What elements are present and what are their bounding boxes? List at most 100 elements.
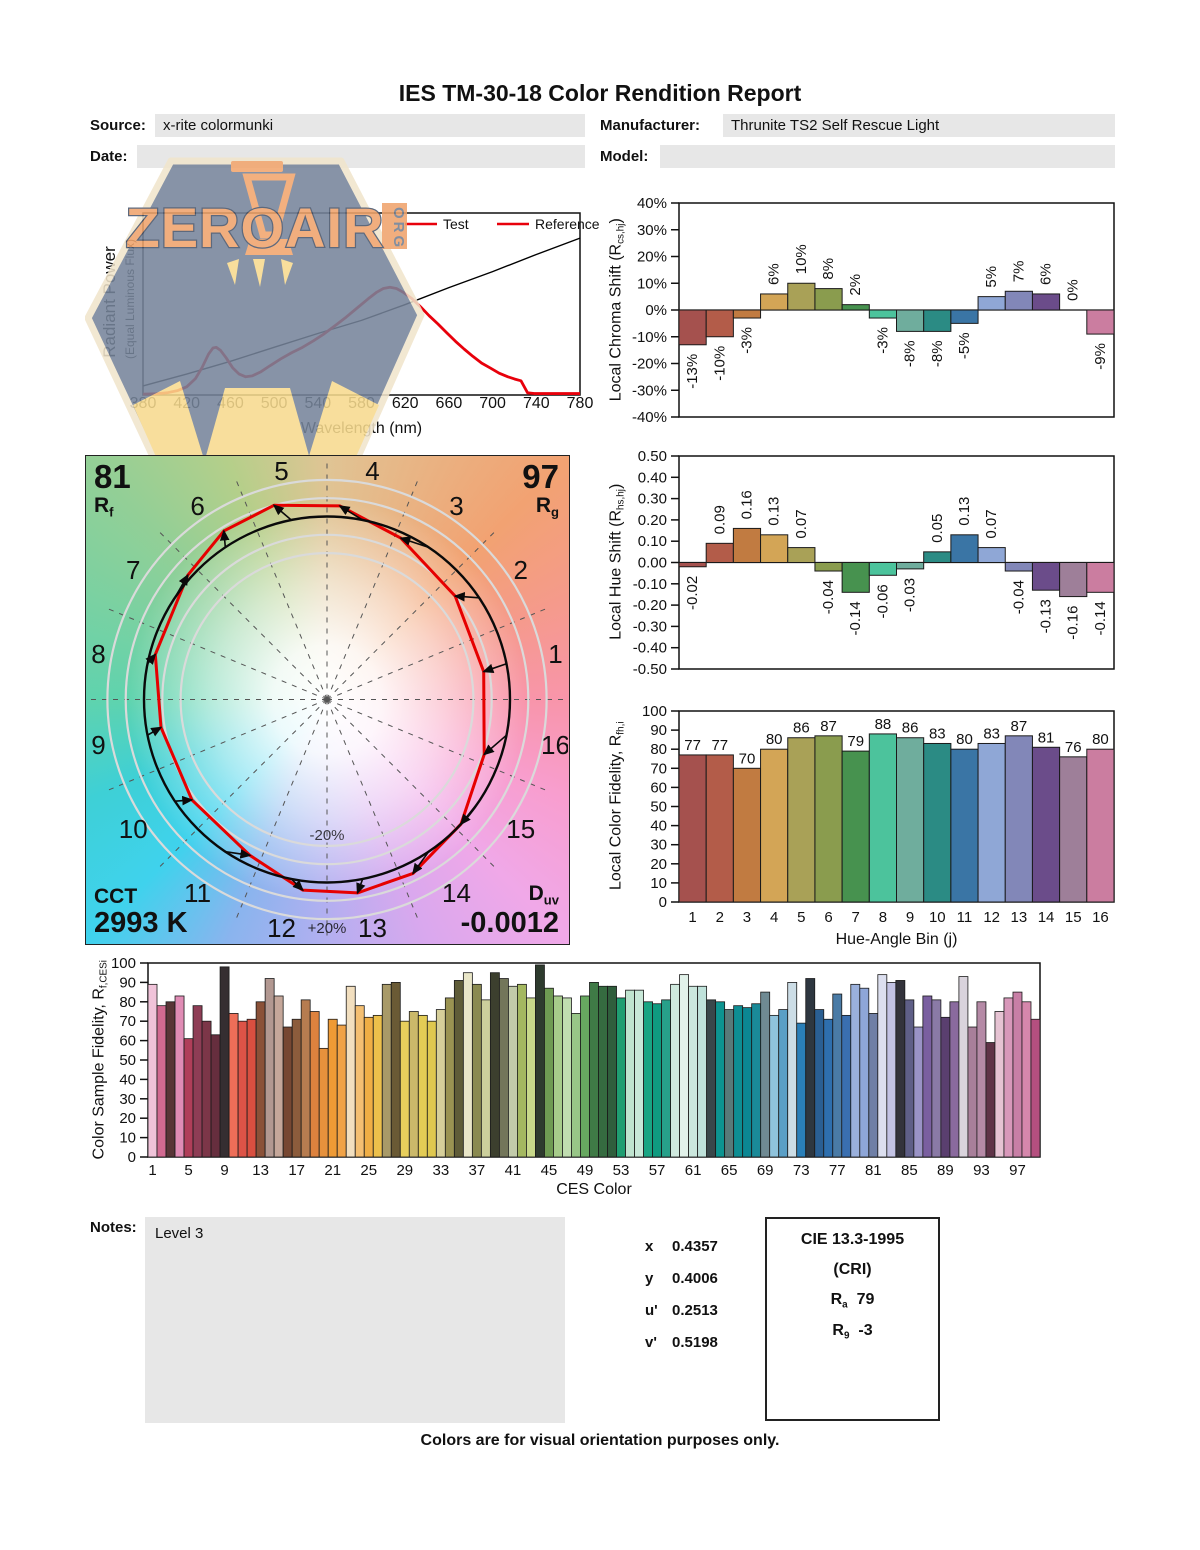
bar-value-label: -0.04 [820, 580, 837, 614]
bar [787, 547, 816, 563]
bar-value-label: 2% [847, 274, 864, 296]
page-title: IES TM-30-18 Color Rendition Report [398, 80, 802, 106]
bar-value-label: 0.13 [766, 497, 783, 526]
bar [886, 981, 897, 1158]
shift-arrow [482, 734, 508, 756]
notes-label: Notes: [90, 1219, 137, 1236]
manufacturer-field[interactable]: Thrunite TS2 Self Rescue Light [723, 114, 1115, 137]
y-tick-label: 0% [645, 302, 667, 319]
y-tick-label: 100 [111, 955, 136, 972]
bar-value-label: -3% [874, 327, 891, 354]
y-tick-label: -0.10 [633, 576, 667, 593]
y-tick-label: -0.50 [633, 661, 667, 678]
x-tick-label: 540 [304, 395, 331, 412]
y-tick-label: 60 [650, 779, 667, 796]
bar-value-label: 80 [1092, 731, 1109, 748]
x-tick-label: 3 [743, 909, 751, 926]
bar-value-label: -3% [738, 327, 755, 354]
bar [1059, 562, 1088, 598]
shift-arrow [147, 726, 163, 737]
source-label: Source: [90, 117, 146, 134]
bar [1031, 293, 1061, 311]
bar-value-label: 0.13 [956, 497, 973, 526]
bar-value-label: 87 [1011, 718, 1028, 735]
x-tick-label: 5 [184, 1162, 192, 1179]
bar [670, 983, 680, 1158]
x-tick-label: 10 [929, 909, 946, 926]
coord-label: v' [645, 1334, 657, 1351]
bar [643, 1001, 653, 1158]
bar [580, 995, 590, 1158]
bar [1004, 290, 1033, 311]
bar [183, 1038, 194, 1158]
x-axis-title: Hue-Angle Bin (j) [836, 931, 958, 948]
bar [1012, 991, 1023, 1158]
bar [949, 1001, 960, 1158]
bar-value-label: 70 [739, 750, 756, 767]
bar [760, 293, 789, 311]
x-tick-label: 13 [1011, 909, 1028, 926]
coord-value: 0.4006 [672, 1270, 718, 1287]
bar [147, 983, 158, 1158]
bar [426, 1020, 437, 1158]
bar [769, 1014, 780, 1158]
bar [868, 1013, 879, 1158]
bar [841, 304, 870, 311]
bar [877, 974, 888, 1158]
coord-value: 0.4357 [672, 1238, 718, 1255]
y-tick-label: 10% [637, 275, 667, 292]
bar [1031, 746, 1061, 903]
bar [678, 309, 707, 346]
bin-label: 14 [442, 878, 471, 908]
bar [517, 983, 527, 1158]
bar-value-label: 0% [1065, 279, 1082, 301]
y-tick-label: 20% [637, 249, 667, 266]
bar [787, 282, 816, 311]
ces-y-axis-label: Color Sample Fidelity, Rf,CESi [90, 960, 110, 1160]
x-tick-label: 700 [479, 395, 506, 412]
bar [219, 966, 230, 1158]
bar [985, 1042, 996, 1158]
bin-label: 13 [358, 913, 387, 943]
shift-arrow [412, 851, 430, 875]
y-tick-label: 80 [119, 994, 136, 1011]
shift-arrow [290, 878, 304, 892]
bar [732, 767, 762, 903]
bar-value-label: 81 [1038, 729, 1055, 746]
bar-value-label: 77 [711, 737, 728, 754]
x-tick-label: 73 [793, 1162, 810, 1179]
bar [1086, 748, 1115, 903]
y-tick-label: 10 [650, 875, 667, 892]
bar [724, 1009, 735, 1158]
rg-score: 97 Rg [522, 458, 559, 520]
color-vector-graphic: 1 2 3 4 5 6 7 8 9 10 11 12 13 14 15 16 -20% +20% 81 Rf 97… [85, 455, 570, 945]
bar [273, 995, 284, 1158]
bar [1004, 562, 1033, 572]
x-tick-label: 85 [901, 1162, 918, 1179]
y-tick-label: -10% [632, 329, 667, 346]
bar [571, 1013, 581, 1158]
model-field[interactable] [660, 145, 1115, 168]
bar [958, 976, 969, 1158]
x-tick-label: 5 [797, 909, 805, 926]
local-hue-shift-chart: 0.500.400.300.200.100.00-0.10-0.20-0.30-… [633, 448, 1115, 678]
bin-label: 9 [91, 730, 105, 760]
bar-value-label: -0.16 [1065, 606, 1082, 640]
bin-label: 6 [190, 491, 204, 521]
bar [1059, 756, 1088, 903]
x-tick-label: 49 [577, 1162, 594, 1179]
source-field[interactable]: x-rite colormunki [155, 114, 585, 137]
x-tick-label: 65 [721, 1162, 738, 1179]
notes-field[interactable]: Level 3 [145, 1217, 565, 1423]
x-tick-label: 17 [288, 1162, 305, 1179]
bar [814, 1009, 825, 1158]
bar [381, 983, 392, 1158]
bar [562, 997, 572, 1158]
bar [526, 997, 536, 1158]
bar [868, 562, 897, 576]
x-tick-label: 45 [541, 1162, 558, 1179]
x-tick-label: 420 [173, 395, 200, 412]
bar [553, 995, 563, 1158]
y-tick-label: -40% [632, 409, 667, 426]
